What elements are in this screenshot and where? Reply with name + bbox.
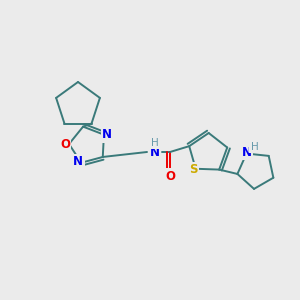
Text: S: S	[189, 163, 198, 176]
Text: N: N	[150, 146, 160, 158]
Text: N: N	[73, 155, 83, 168]
Text: H: H	[151, 138, 159, 148]
Text: H: H	[250, 142, 258, 152]
Text: O: O	[60, 137, 70, 151]
Text: N: N	[102, 128, 112, 141]
Text: O: O	[165, 169, 175, 182]
Text: N: N	[242, 146, 251, 159]
